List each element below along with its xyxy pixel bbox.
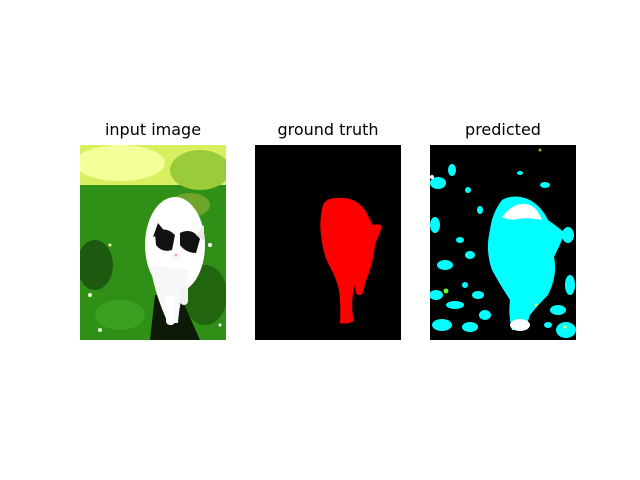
- ground-truth-mask: [255, 145, 401, 340]
- ground-truth-cat-mask: [320, 197, 382, 324]
- ground-truth-panel: [255, 145, 401, 340]
- input-image-photo: [80, 145, 226, 340]
- predicted-panel: [430, 145, 576, 340]
- predicted-title: predicted: [465, 120, 541, 139]
- input-image-panel: [80, 145, 226, 340]
- input-image-title: input image: [104, 120, 202, 139]
- ground-truth-title: ground truth: [277, 120, 379, 139]
- predicted-mask: [430, 145, 576, 340]
- predicted-cat-mask: [487, 196, 565, 330]
